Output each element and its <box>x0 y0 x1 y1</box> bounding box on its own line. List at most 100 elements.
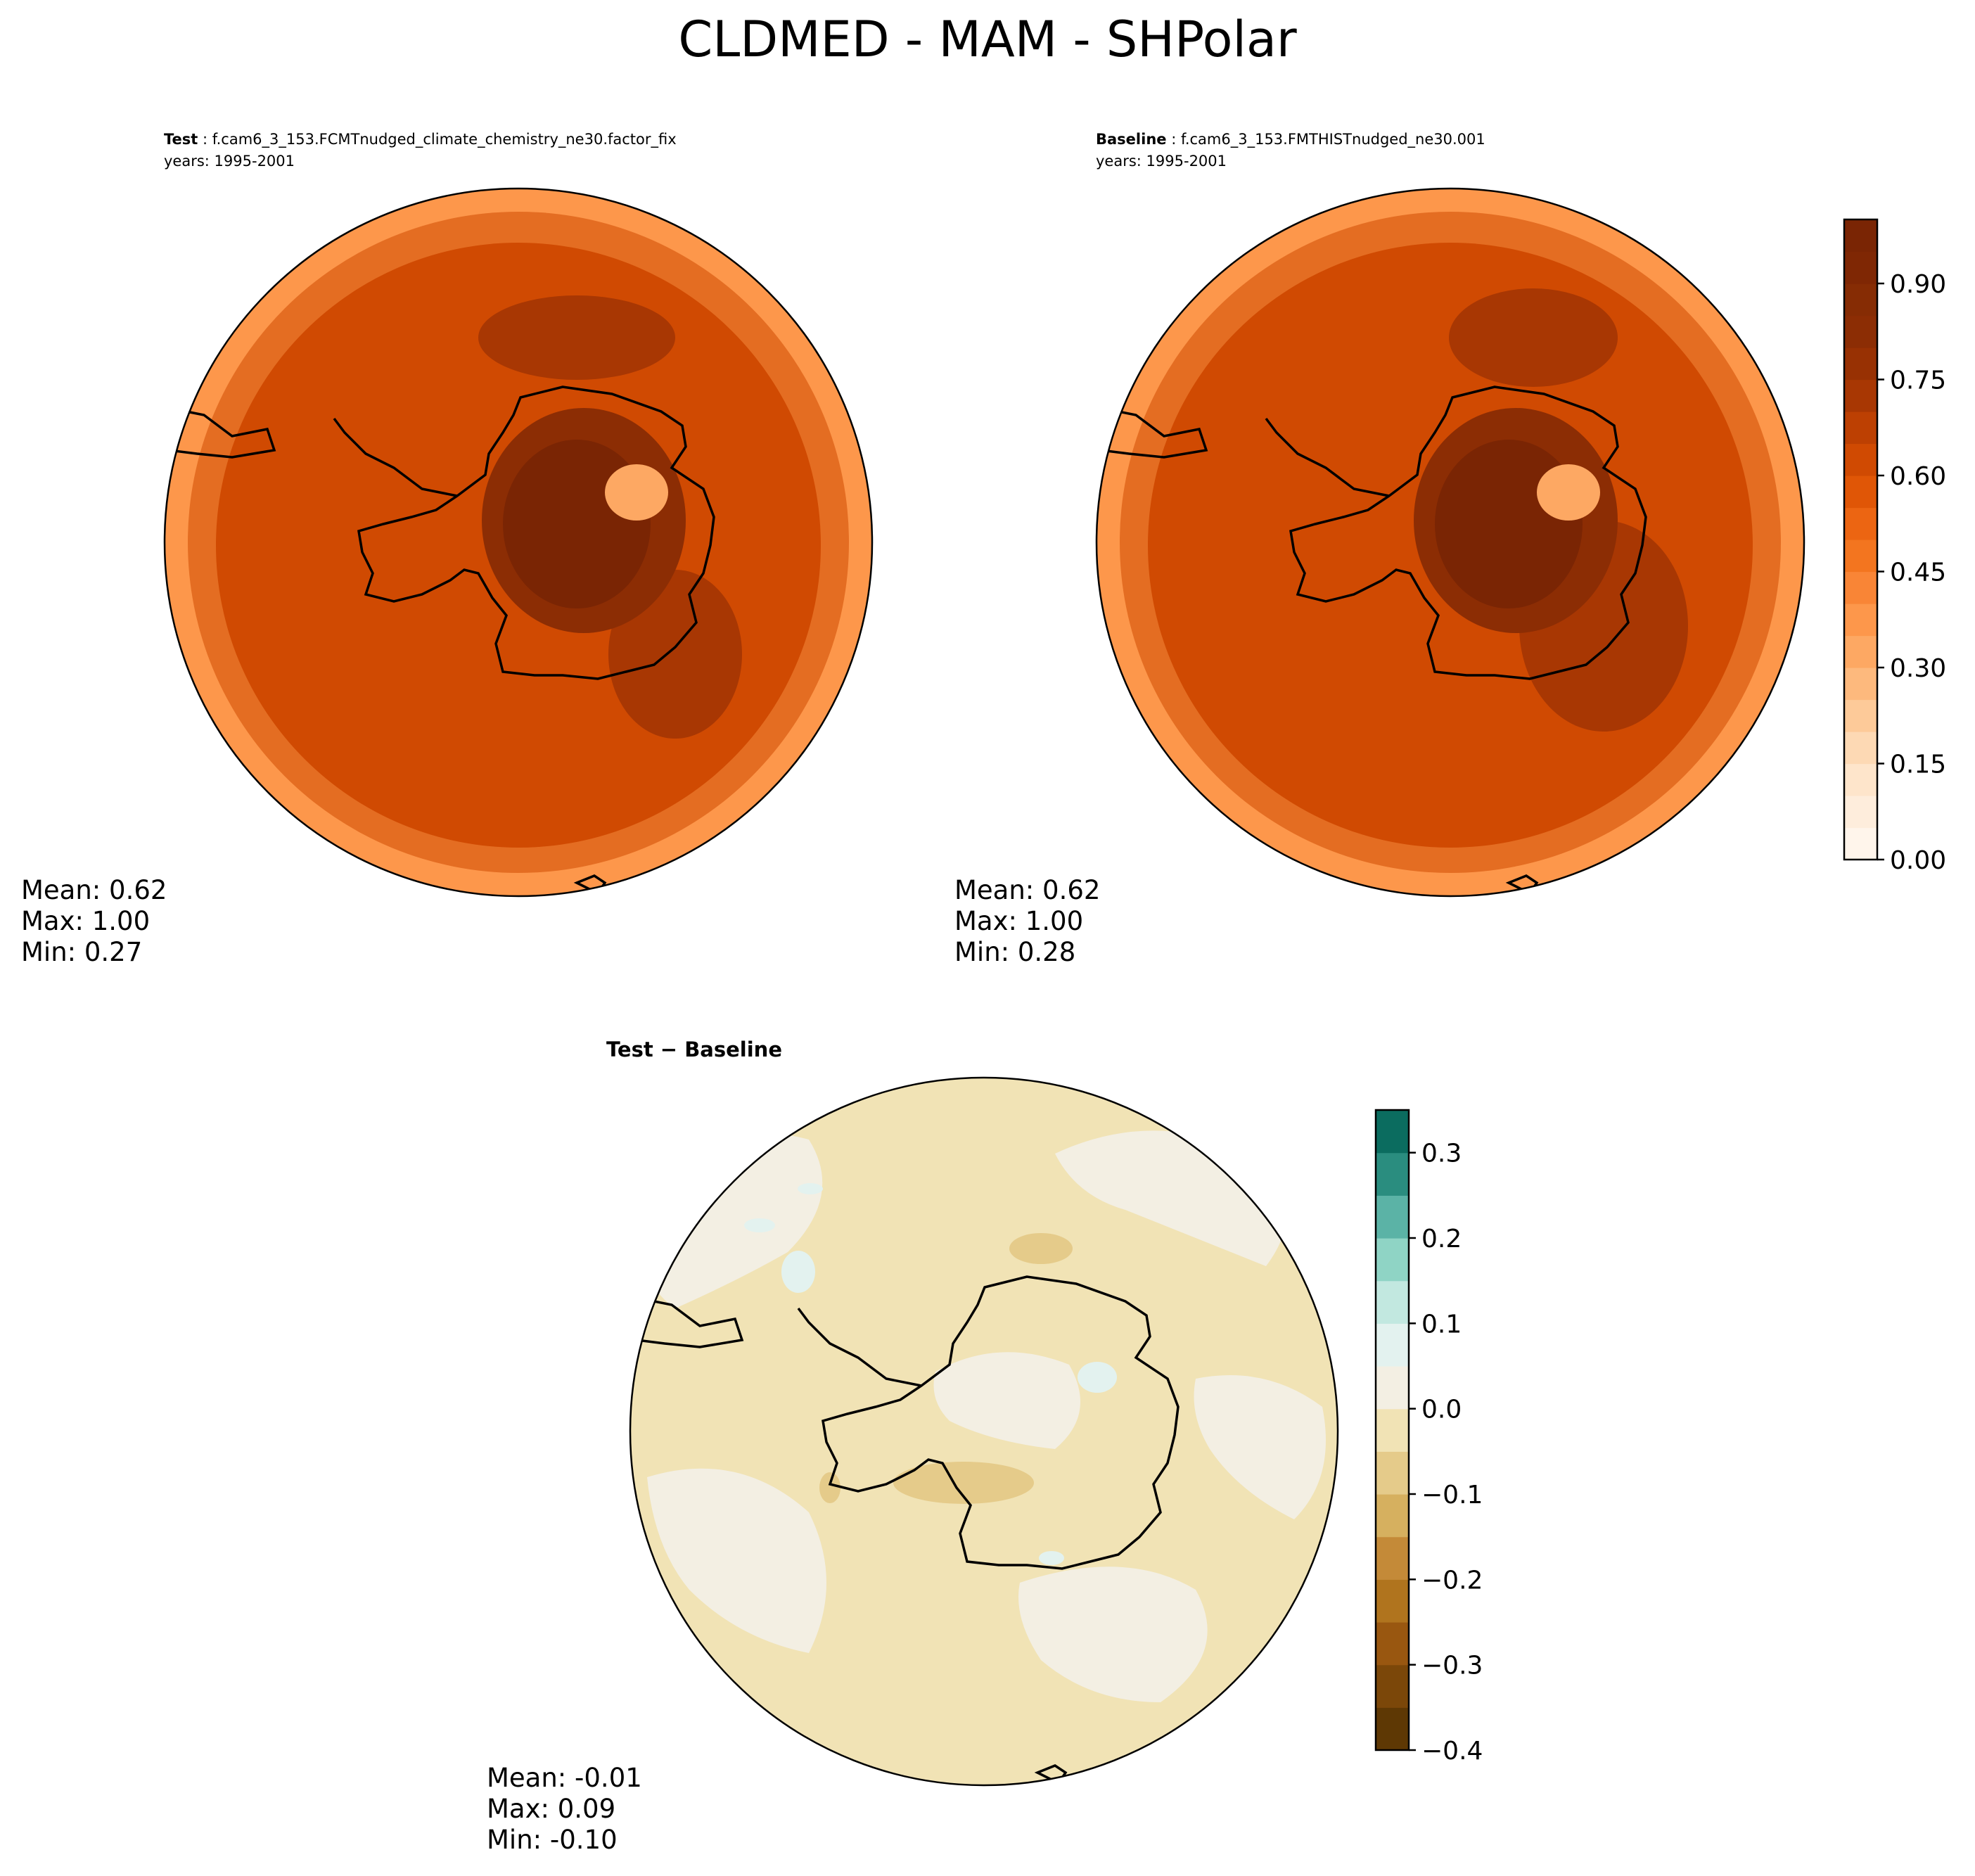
field-positive-spot <box>1078 1362 1117 1393</box>
colorbar-main-swatch <box>1844 699 1877 732</box>
panel-difference-max: Max: 0.09 <box>487 1794 615 1824</box>
panel-baseline-case: : f.cam6_3_153.FMTHISTnudged_ne30.001 <box>1171 131 1485 148</box>
panel-test-years: years: 1995-2001 <box>164 153 295 170</box>
colorbar-main-swatch <box>1844 732 1877 765</box>
panel-test-min: Min: 0.27 <box>21 937 142 967</box>
colorbar-diff-swatch <box>1376 1152 1409 1196</box>
colorbar-main-tick-label: 0.30 <box>1890 654 1946 683</box>
panel-test: Test : f.cam6_3_153.FCMTnudged_climate_c… <box>21 131 874 967</box>
colorbar-diff-tick-label: 0.0 <box>1421 1396 1462 1424</box>
map-boundary <box>163 187 874 898</box>
colorbar-diff: −0.4 −0.3 −0.2 −0.1 0.0 0.1 0.2 0.3 <box>1374 1109 1483 1766</box>
colorbar-main-tick-label: 0.15 <box>1890 750 1946 779</box>
colorbar-diff-tick-label: −0.4 <box>1421 1737 1483 1766</box>
figure-title: CLDMED - MAM - SHPolar <box>678 11 1296 68</box>
svg-text:Test : f.cam6_3_153.FCMT: Test : f.cam6_3_153.FCMTnudged_climate_c… <box>164 131 677 148</box>
colorbar-diff-tick-label: 0.1 <box>1421 1310 1462 1339</box>
field-positive-patch <box>1194 1375 1326 1519</box>
panel-difference-min: Min: -0.10 <box>487 1825 618 1855</box>
field-positive-spot <box>744 1218 775 1232</box>
colorbar-main-swatch <box>1844 604 1877 637</box>
colorbar-main-swatch <box>1844 443 1877 476</box>
colorbar-main-tick-label: 0.60 <box>1890 462 1946 491</box>
map-boundary <box>1095 187 1805 898</box>
panel-difference-field <box>630 1078 1338 1785</box>
panel-test-case: : f.cam6_3_153.FCMTnudged_climate_chemis… <box>203 131 677 148</box>
panel-baseline-min: Min: 0.28 <box>954 937 1075 967</box>
field-interior-core <box>503 440 651 608</box>
field-negative-patch <box>1009 1233 1073 1264</box>
field-ocean-high <box>478 295 675 380</box>
colorbar-main-tick-label: 0.45 <box>1890 558 1946 587</box>
colorbar-main-swatch <box>1844 635 1877 668</box>
colorbar-diff-tick-label: 0.3 <box>1421 1140 1462 1168</box>
field-positive-spot <box>781 1251 815 1293</box>
colorbar-diff-swatch <box>1376 1622 1409 1666</box>
colorbar-main-swatch <box>1844 763 1877 796</box>
field-negative-patch <box>819 1472 841 1503</box>
colorbar-main-tick-label: 0.75 <box>1890 366 1946 395</box>
panel-test-field <box>165 189 872 896</box>
svg-text:Baseline : f.cam6_3_153.: Baseline : f.cam6_3_153.FMTHISTnudged_ne… <box>1096 131 1485 148</box>
field-negative-patch <box>893 1462 1034 1504</box>
field-positive-patch <box>933 1352 1080 1449</box>
field-positive-patch <box>1018 1566 1208 1702</box>
panel-baseline-label: Baseline <box>1096 131 1167 148</box>
panel-baseline-field <box>1097 189 1804 896</box>
colorbar-main-swatch <box>1844 315 1877 348</box>
panel-difference-mean: Mean: -0.01 <box>487 1763 642 1793</box>
colorbar-diff-tick-label: 0.2 <box>1421 1225 1462 1253</box>
colorbar-main-swatch <box>1844 827 1877 860</box>
coastline-south-america <box>1099 406 1208 459</box>
panel-test-label: Test <box>164 131 198 148</box>
colorbar-main-swatch <box>1844 379 1877 412</box>
colorbar-main-swatch <box>1844 411 1877 445</box>
colorbar-diff-swatch <box>1376 1238 1409 1282</box>
colorbar-main-swatch <box>1844 283 1877 317</box>
panel-difference: Test − Baseline Mean: -0.01 Max: 0.09 <box>487 1038 1339 1855</box>
panel-test-mean: Mean: 0.62 <box>21 875 167 905</box>
colorbar-main-tick-label: 0.00 <box>1890 846 1946 875</box>
field-interior-core <box>1435 440 1583 608</box>
colorbar-diff-swatch <box>1376 1280 1409 1324</box>
coastline-south-america <box>167 406 276 459</box>
panel-baseline: Baseline : f.cam6_3_153.FMTHISTnudged_ne… <box>954 131 1805 967</box>
panel-baseline-max: Max: 1.00 <box>954 906 1083 936</box>
colorbar-main-swatch <box>1844 668 1877 701</box>
field-positive-spot <box>1039 1551 1064 1565</box>
colorbar-main-swatch <box>1844 347 1877 381</box>
colorbar-diff-tick-label: −0.2 <box>1421 1566 1483 1595</box>
panel-baseline-years: years: 1995-2001 <box>1096 153 1227 170</box>
colorbar-main-frame <box>1843 218 1879 861</box>
colorbar-diff-swatch <box>1376 1195 1409 1239</box>
colorbar-main-swatch <box>1844 251 1877 284</box>
colorbar-main: 0.00 0.15 0.30 0.45 0.60 0.75 0.90 <box>1843 218 1946 875</box>
colorbar-main-swatch <box>1844 796 1877 829</box>
colorbar-diff-swatch <box>1376 1579 1409 1623</box>
colorbar-diff-swatch <box>1376 1110 1409 1154</box>
colorbar-main-swatch <box>1844 540 1877 573</box>
map-boundary <box>629 1076 1339 1787</box>
colorbar-diff-tick-label: −0.3 <box>1421 1652 1483 1680</box>
field-positive-spot <box>798 1183 823 1194</box>
colorbar-diff-swatch <box>1376 1451 1409 1495</box>
field-low-spot <box>1537 464 1600 521</box>
colorbar-main-swatch <box>1844 571 1877 604</box>
colorbar-main-tick-label: 0.90 <box>1890 270 1946 299</box>
colorbar-main-swatch <box>1844 219 1877 253</box>
colorbar-diff-swatch <box>1376 1494 1409 1538</box>
colorbar-diff-tick-label: −0.1 <box>1421 1481 1483 1510</box>
field-positive-patch <box>647 1468 826 1653</box>
coastline-south-america <box>635 1296 744 1348</box>
colorbar-diff-swatch <box>1376 1536 1409 1580</box>
colorbar-main-swatch <box>1844 507 1877 540</box>
colorbar-diff-swatch <box>1376 1707 1409 1751</box>
colorbar-diff-frame <box>1374 1109 1410 1751</box>
colorbar-diff-swatch <box>1376 1323 1409 1367</box>
field-low-spot <box>605 464 668 521</box>
field-ocean-high <box>1449 288 1618 387</box>
panel-difference-label: Test − Baseline <box>606 1038 782 1061</box>
colorbar-main-swatch <box>1844 476 1877 509</box>
panel-test-max: Max: 1.00 <box>21 906 150 936</box>
